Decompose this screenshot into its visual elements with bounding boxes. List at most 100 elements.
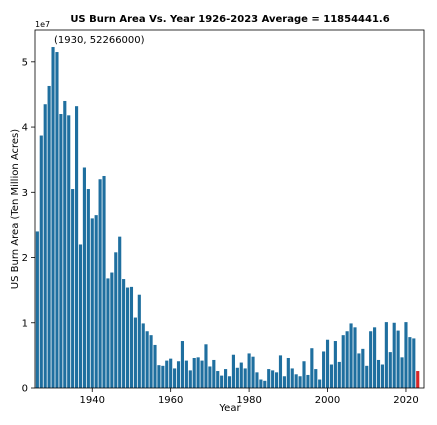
bar-2010 [365, 365, 369, 388]
bar-1949 [125, 287, 130, 388]
bar-1930 [51, 47, 55, 388]
bar-1975 [227, 376, 232, 388]
bar-1943 [102, 175, 106, 388]
bar-1997 [314, 369, 318, 388]
bar-1948 [122, 279, 126, 388]
bar-2007 [353, 327, 357, 388]
bar-2021 [408, 337, 412, 388]
bar-1969 [204, 344, 208, 388]
bar-1950 [129, 286, 134, 388]
bar-1980 [247, 353, 251, 388]
bar-1952 [137, 294, 141, 388]
bar-1974 [224, 369, 228, 388]
bar-1971 [212, 359, 216, 388]
axes: 1940 1960 1980 2000 2020 0 1 2 3 4 5 [22, 29, 425, 406]
bar-2009 [361, 348, 365, 388]
bar-2013 [376, 359, 381, 388]
bar-2022 [412, 338, 416, 388]
bar-1979 [243, 368, 247, 388]
bar-2023 [416, 371, 420, 388]
bar-1944 [106, 278, 110, 388]
bar-1935 [71, 189, 75, 388]
bar-2014 [380, 364, 384, 388]
bar-2002 [333, 341, 337, 388]
bar-1958 [161, 365, 165, 388]
bar-1929 [47, 85, 51, 389]
y-offset-label: 1e7 [35, 20, 50, 29]
bar-2006 [349, 323, 353, 388]
bar-2008 [357, 353, 361, 388]
bar-2019 [400, 357, 404, 388]
bar-2012 [373, 327, 377, 388]
bar-1965 [188, 370, 192, 388]
chart-title: US Burn Area Vs. Year 1926-2023 Average … [70, 14, 389, 25]
max-annotation: (1930, 52266000) [54, 35, 145, 46]
bar-1995 [306, 374, 310, 388]
bar-1927 [39, 135, 43, 388]
x-tick-label-2020: 2020 [393, 395, 418, 406]
y-tick-label-4: 4 [22, 123, 28, 134]
bar-1988 [278, 355, 283, 388]
bar-1933 [63, 100, 67, 389]
bar-1931 [55, 52, 59, 388]
bar-1959 [165, 360, 169, 388]
bar-1926 [35, 231, 39, 388]
bar-1986 [271, 370, 275, 388]
bar-2000 [325, 339, 330, 388]
bar-1996 [310, 348, 314, 388]
y-tick-label-5: 5 [22, 57, 28, 68]
bar-1957 [157, 365, 161, 388]
bar-1942 [98, 179, 102, 388]
bar-1953 [141, 323, 145, 388]
y-tick-label-3: 3 [22, 188, 28, 199]
bar-1928 [43, 104, 47, 388]
bar-1994 [302, 361, 306, 388]
x-tick-label-1980: 1980 [236, 395, 261, 406]
bar-2005 [345, 331, 349, 388]
bar-1992 [294, 374, 298, 388]
bar-1972 [216, 371, 220, 388]
bar-1938 [82, 167, 86, 388]
bar-1951 [133, 317, 137, 388]
plot-frame [34, 29, 425, 389]
bar-2016 [388, 352, 392, 388]
bar-1932 [59, 114, 63, 388]
y-tick-label-2: 2 [22, 253, 28, 264]
bar-1989 [282, 376, 286, 388]
bar-2020 [404, 322, 408, 388]
bar-2018 [396, 330, 400, 388]
bar-1963 [180, 341, 185, 388]
bar-1985 [267, 369, 271, 388]
x-tick-label-2000: 2000 [315, 395, 340, 406]
bar-1960 [169, 358, 173, 388]
bar-1964 [184, 360, 188, 388]
bar-1993 [298, 376, 302, 388]
bar-1945 [110, 272, 114, 388]
bar-1946 [114, 252, 118, 388]
y-tick-label-1: 1 [22, 318, 28, 329]
y-axis-label: US Burn Area (Ten Million Acres) [10, 129, 21, 289]
bar-1947 [118, 236, 122, 388]
bar-1999 [322, 351, 326, 388]
bar-1982 [255, 372, 259, 388]
bar-2011 [369, 331, 373, 388]
y-tick-label-0: 0 [22, 384, 28, 395]
bar-1987 [274, 372, 279, 388]
bar-1940 [90, 218, 94, 388]
bar-1955 [149, 335, 153, 388]
bar-1978 [239, 362, 243, 388]
x-tick-label-1960: 1960 [158, 395, 183, 406]
bar-1966 [192, 357, 196, 388]
bar-1962 [176, 361, 181, 388]
bar-1976 [231, 354, 235, 388]
x-tick-label-1940: 1940 [80, 395, 105, 406]
bar-1968 [200, 360, 204, 388]
bar-1956 [153, 344, 157, 388]
bar-1937 [78, 244, 83, 388]
bar-1977 [235, 367, 239, 388]
bar-1939 [86, 189, 90, 388]
bar-1970 [208, 366, 212, 388]
bar-1990 [286, 357, 290, 388]
